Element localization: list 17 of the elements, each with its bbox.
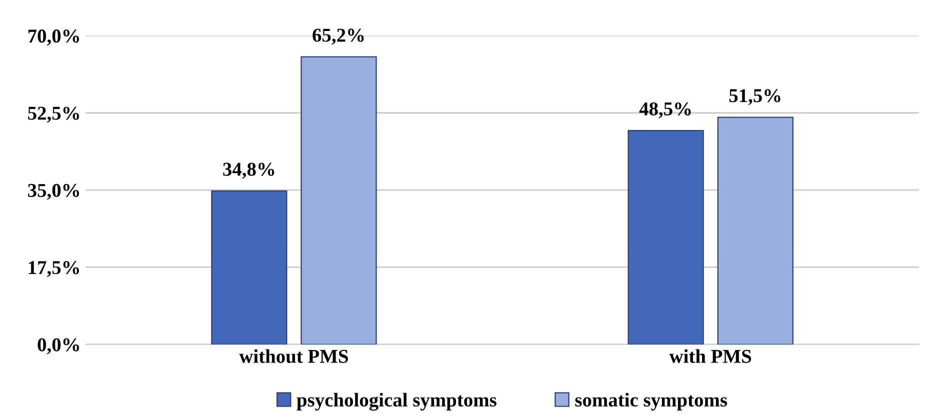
y-tick-label: 35,0%: [28, 184, 79, 200]
data-label: 48,5%: [639, 102, 691, 118]
y-tick-label: 17,5%: [28, 261, 79, 277]
data-label: 34,8%: [223, 162, 274, 179]
legend-label: somatic symptoms: [575, 392, 728, 411]
y-tick-label: 70,0%: [28, 30, 79, 46]
x-tick-label: without PMS: [239, 349, 348, 363]
y-tick-label: 0,0%: [38, 338, 79, 354]
x-tick-label: with PMS: [669, 349, 752, 363]
bar: [717, 116, 794, 344]
data-label: 51,5%: [729, 89, 780, 106]
data-label: 65,2%: [312, 28, 364, 45]
legend-label: psychological symptoms: [296, 392, 496, 411]
y-tick-label: 52,5%: [28, 106, 79, 123]
bar: [211, 190, 288, 344]
bar: [300, 56, 377, 344]
bar: [628, 130, 704, 344]
